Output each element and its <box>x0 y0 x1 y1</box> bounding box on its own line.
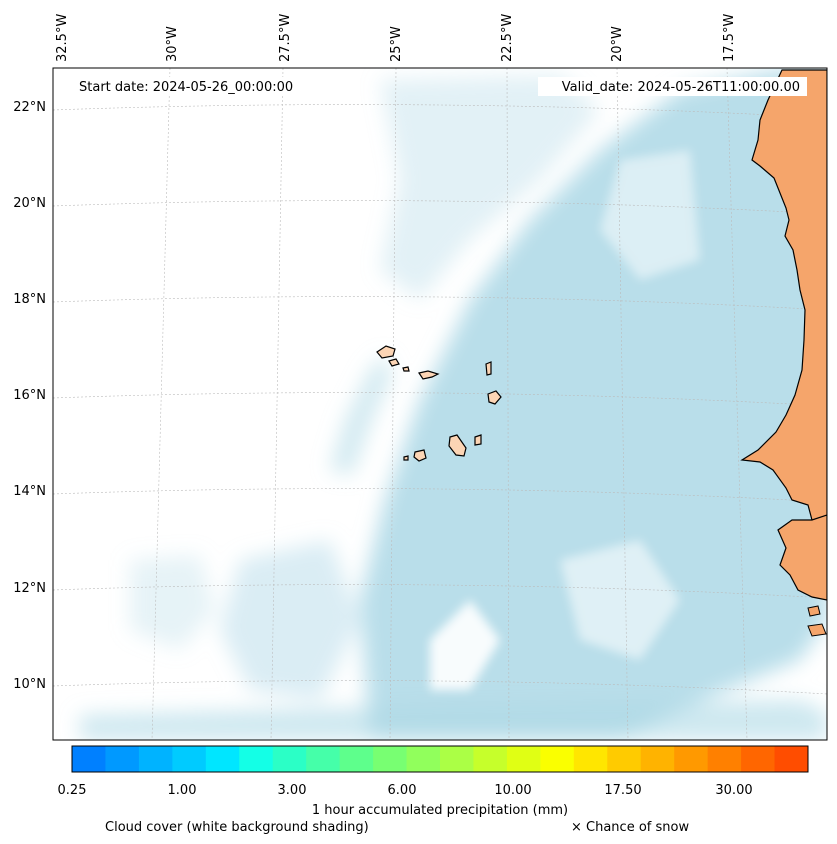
lat-label: 20°N <box>13 196 46 211</box>
colorbar-cell <box>540 746 575 772</box>
colorbar-cell <box>172 746 207 772</box>
graticule <box>53 68 827 740</box>
lat-label: 14°N <box>13 484 46 499</box>
colorbar-tick-label: 6.00 <box>388 783 417 798</box>
valid-date-text: Valid_date: 2024-05-26T11:00:00.00 <box>562 80 800 95</box>
colorbar-tick-label: 3.00 <box>278 783 307 798</box>
island-santiago <box>448 434 467 457</box>
cloud-streak-west <box>330 355 392 475</box>
lon-label: 32.5°W <box>55 14 70 62</box>
lat-label: 22°N <box>13 100 46 115</box>
meridian-line <box>151 68 171 740</box>
colorbar-cell <box>741 746 776 772</box>
island-boa-vista <box>487 390 502 405</box>
island-santo-antao <box>376 345 396 359</box>
meridian-line <box>616 68 629 740</box>
map-frame <box>52 67 828 741</box>
colorbar-cell <box>473 746 508 772</box>
meridian-line <box>506 68 510 740</box>
bissagos-island <box>807 605 821 617</box>
colorbar-tick-label: 0.25 <box>58 783 87 798</box>
lat-label: 16°N <box>13 388 46 403</box>
valid-date-box <box>538 77 807 96</box>
island-sao-vicente <box>388 358 400 367</box>
meridian-line <box>726 68 748 740</box>
colorbar-cell <box>105 746 140 772</box>
africa-coast <box>740 69 827 521</box>
lon-label: 25°W <box>389 26 404 62</box>
colorbar-title: 1 hour accumulated precipitation (mm) <box>312 803 568 818</box>
lat-label: 18°N <box>13 292 46 307</box>
island-fogo <box>413 449 427 462</box>
colorbar-tick-label: 10.00 <box>494 783 531 798</box>
clear-gap-north <box>600 150 700 280</box>
colorbar-cell <box>239 746 274 772</box>
island-sal <box>485 361 492 376</box>
cloud-band-main <box>360 70 827 740</box>
longitude-labels: 32.5°W 30°W 27.5°W 25°W 22.5°W 20°W 17.5… <box>55 14 737 62</box>
cloud-band-upper <box>380 75 600 300</box>
colorbar-cell <box>640 746 675 772</box>
meridian-line <box>389 68 397 740</box>
cape-verde-islands <box>376 345 502 462</box>
colorbar-cell <box>774 746 809 772</box>
map-panel: Start date: 2024-05-26_00:00:00 Valid_da… <box>53 68 827 740</box>
africa-coast-south <box>777 514 827 601</box>
colorbar-ticks: 0.25 1.00 3.00 6.00 10.00 17.50 30.00 <box>58 783 753 798</box>
cloud-cover-note: Cloud cover (white background shading) <box>105 820 369 835</box>
cloud-cover-shading <box>80 70 827 740</box>
colorbar-cell <box>72 746 106 772</box>
clear-gap-south <box>430 600 500 690</box>
clear-gap-east <box>560 540 680 660</box>
colorbar-cell <box>138 746 173 772</box>
lon-label: 17.5°W <box>722 14 737 62</box>
cloud-patch-sw <box>220 540 360 700</box>
colorbar-cell <box>440 746 474 772</box>
snow-note: × Chance of snow <box>571 820 689 835</box>
cloud-band-south <box>80 700 827 740</box>
start-date-text: Start date: 2024-05-26_00:00:00 <box>79 80 293 95</box>
colorbar-cell <box>406 746 441 772</box>
colorbar-cell <box>607 746 642 772</box>
colorbar-tick-label: 17.50 <box>604 783 641 798</box>
latitude-labels: 22°N 20°N 18°N 16°N 14°N 12°N 10°N <box>13 100 46 692</box>
colorbar-cell <box>339 746 374 772</box>
start-date-box <box>74 77 320 96</box>
colorbar-cell <box>205 746 240 772</box>
lat-label: 12°N <box>13 581 46 596</box>
colorbar <box>72 746 809 772</box>
colorbar-cell <box>272 746 307 772</box>
lon-label: 20°W <box>610 26 625 62</box>
colorbar-frame <box>71 745 809 773</box>
colorbar-cell <box>506 746 541 772</box>
island-brava <box>403 455 409 461</box>
colorbar-tick-label: 1.00 <box>168 783 197 798</box>
colorbar-cell <box>306 746 341 772</box>
island-maio <box>474 434 482 446</box>
meridian-line <box>270 68 284 740</box>
lon-label: 30°W <box>165 26 180 62</box>
lon-label: 22.5°W <box>500 14 515 62</box>
island-sao-nicolau <box>418 370 440 380</box>
colorbar-cell <box>674 746 709 772</box>
colorbar-tick-label: 30.00 <box>715 783 752 798</box>
lat-label: 10°N <box>13 677 46 692</box>
colorbar-cell <box>373 746 408 772</box>
colorbar-cell <box>707 746 742 772</box>
colorbar-cell <box>573 746 608 772</box>
cloud-patch-w <box>130 555 215 650</box>
lon-label: 27.5°W <box>278 14 293 62</box>
coastal-island <box>807 623 827 637</box>
island-santa-luzia <box>402 366 410 372</box>
